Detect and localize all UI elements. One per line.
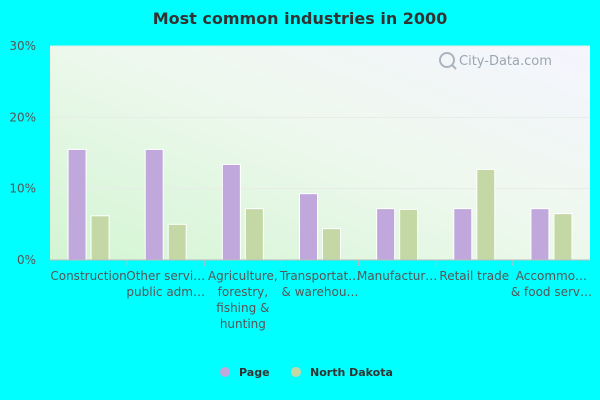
bar-page bbox=[221, 163, 241, 261]
bar-page bbox=[144, 148, 164, 261]
legend-item-page: Page bbox=[220, 366, 270, 379]
y-axis-ticks: 0% 10% 20% 30% bbox=[9, 39, 36, 267]
x-tick-label: Accommo… & food serv… bbox=[511, 269, 592, 299]
legend: Page North Dakota bbox=[220, 366, 393, 379]
watermark-logo-icon bbox=[439, 52, 455, 68]
y-tick-label: 10% bbox=[9, 182, 36, 196]
x-tick-label: Agriculture, forestry, fishing & hunting bbox=[208, 269, 278, 331]
plot-area bbox=[50, 46, 590, 260]
watermark: City-Data.com bbox=[439, 52, 552, 70]
legend-swatch bbox=[220, 367, 230, 377]
legend-item-north-dakota: North Dakota bbox=[291, 366, 393, 379]
bar-north-dakota bbox=[322, 228, 341, 261]
grid-lines bbox=[50, 45, 590, 190]
bar-page bbox=[453, 208, 473, 261]
x-axis-labels: Construction Other servi… public adm…Agric… bbox=[50, 269, 592, 331]
x-tick-label: Other servi… public adm… bbox=[126, 269, 205, 299]
bar-north-dakota bbox=[90, 215, 110, 261]
bar-page bbox=[299, 193, 318, 261]
watermark-text: City-Data.com bbox=[459, 54, 552, 69]
legend-label: Page bbox=[239, 366, 270, 379]
y-tick-label: 30% bbox=[9, 39, 36, 53]
x-tick-label: Transportat… & warehou… bbox=[279, 269, 360, 299]
watermark-logo-handle bbox=[451, 64, 457, 70]
legend-swatch bbox=[291, 367, 301, 377]
x-tick-label: Retail trade bbox=[439, 269, 509, 283]
chart-title: Most common industries in 2000 bbox=[153, 9, 448, 28]
bar-north-dakota bbox=[244, 208, 264, 261]
x-tick-label: Manufactur… bbox=[357, 269, 437, 283]
bar-north-dakota bbox=[476, 168, 496, 261]
bar-page bbox=[67, 148, 87, 261]
y-tick-label: 20% bbox=[9, 110, 36, 124]
bar-north-dakota bbox=[167, 223, 187, 261]
y-tick-label: 0% bbox=[17, 253, 36, 267]
bar-page bbox=[530, 208, 550, 261]
legend-label: North Dakota bbox=[310, 366, 393, 379]
bar-north-dakota bbox=[553, 213, 573, 261]
x-tick-label: Construction bbox=[50, 269, 126, 283]
bar-north-dakota bbox=[399, 208, 419, 261]
bar-page bbox=[376, 208, 396, 261]
